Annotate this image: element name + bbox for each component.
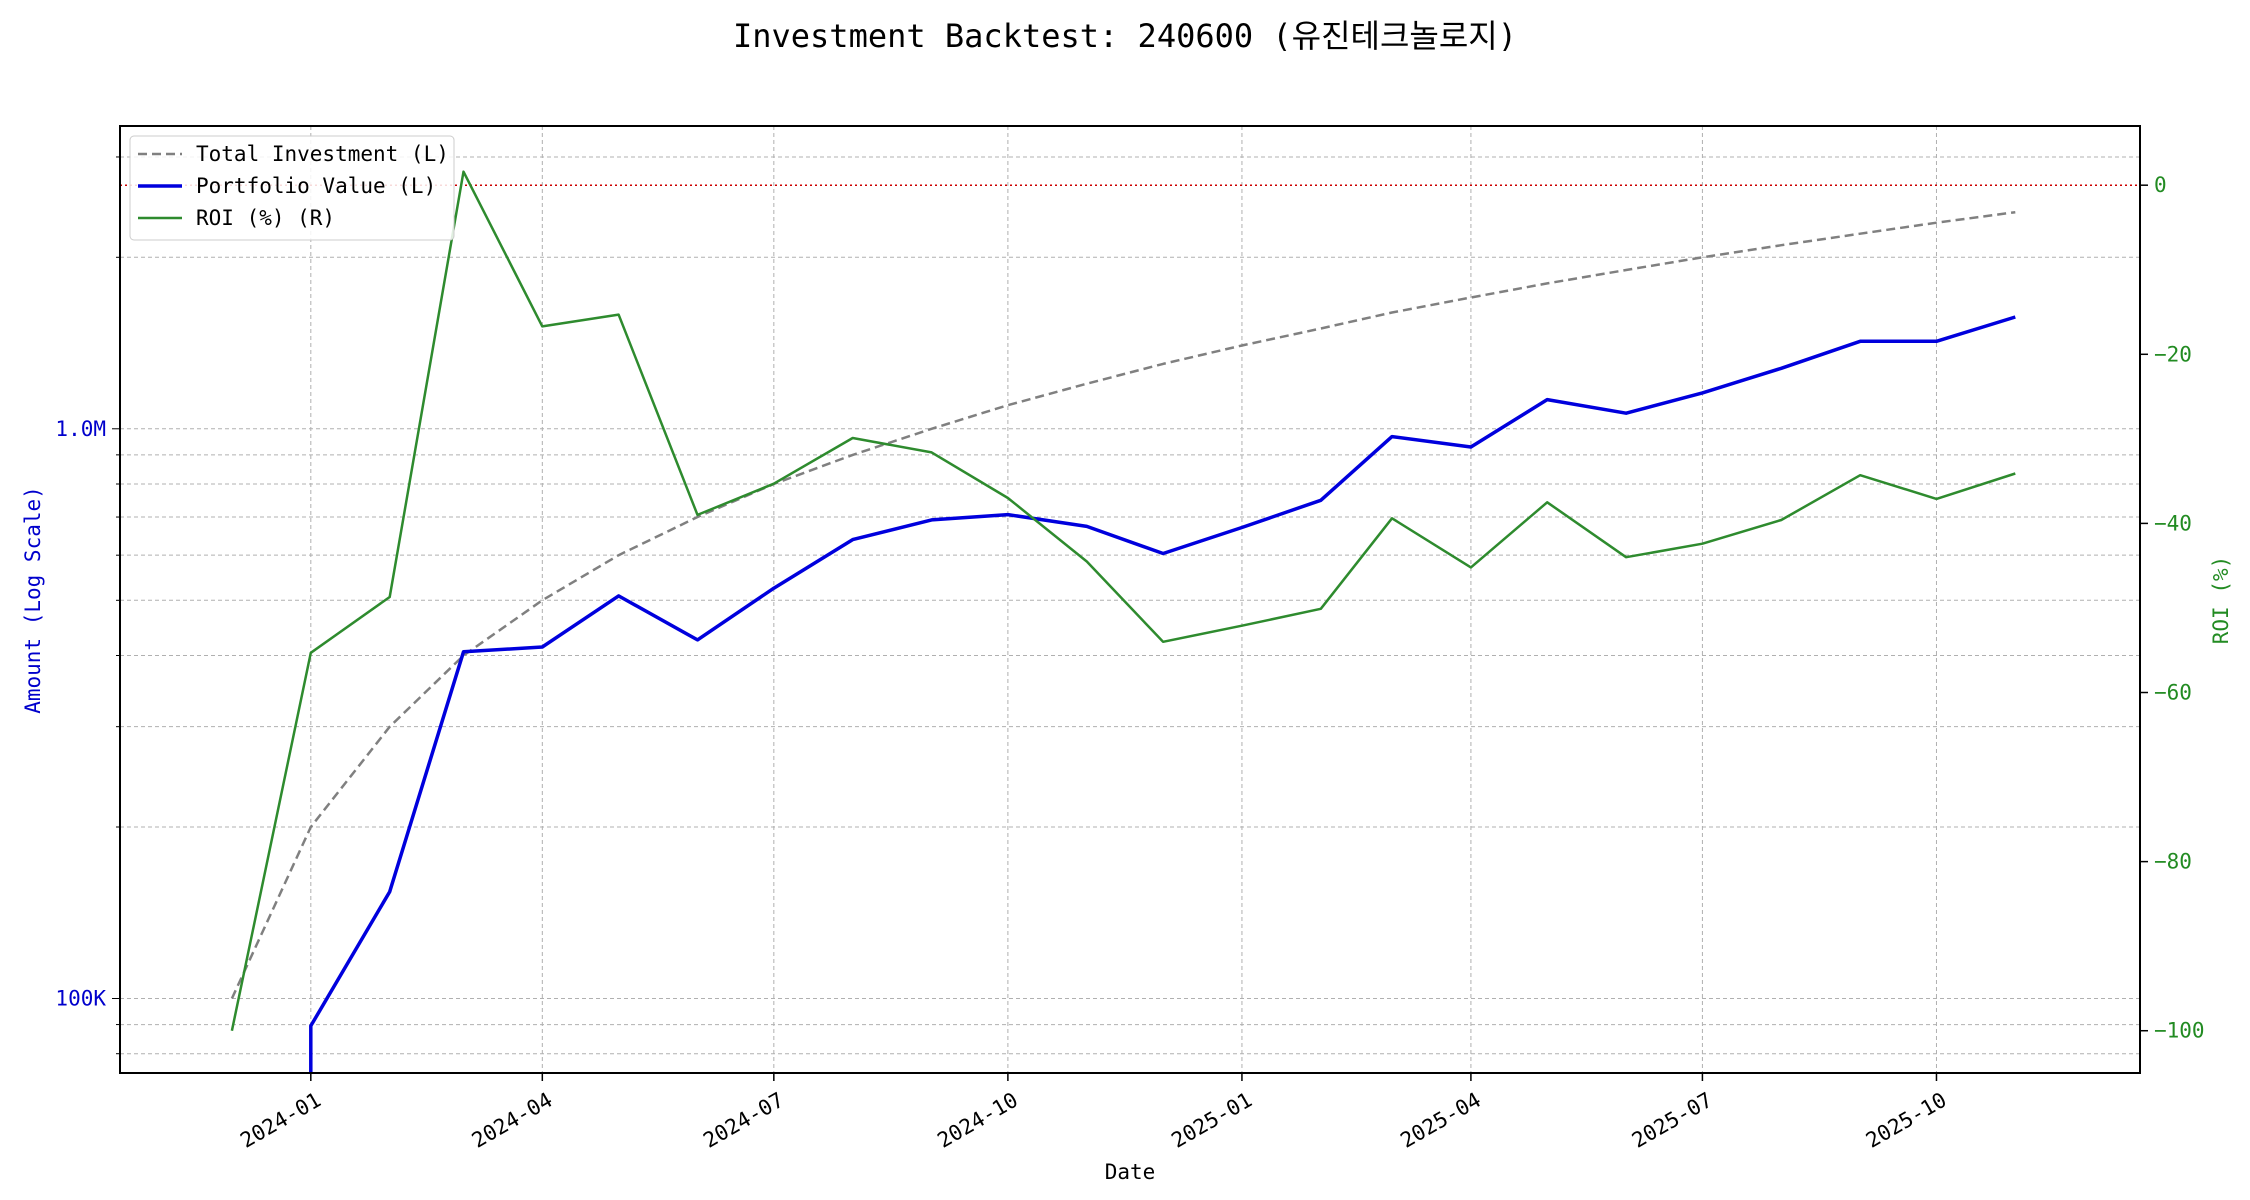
x-tick-label: 2025-04 [1396, 1088, 1485, 1153]
legend: Total Investment (L) Portfolio Value (L) R… [129, 135, 455, 241]
y-right-axis-ticks: 0 −20 −40 −60 −80 −100 [2140, 173, 2205, 1043]
x-tick-label: 2025-10 [1862, 1088, 1951, 1153]
roi-line [230, 170, 2016, 1031]
legend-entry-roi-label: ROI (%) (R) [196, 206, 335, 230]
y-left-tick-label: 100K [55, 986, 106, 1010]
y-right-tick-label: −80 [2154, 850, 2192, 874]
x-tick-label: 2025-01 [1167, 1088, 1256, 1153]
grid [120, 126, 2140, 1073]
plot-area-frame [119, 125, 2141, 1074]
x-tick-label: 2024-07 [699, 1088, 788, 1153]
y-right-tick-label: −60 [2154, 681, 2192, 705]
x-tick-label: 2025-07 [1628, 1088, 1717, 1153]
y-right-tick-label: −20 [2154, 342, 2192, 366]
x-tick-label: 2024-04 [468, 1088, 557, 1153]
x-tick-label: 2024-10 [933, 1088, 1022, 1153]
x-tick-label: 2024-01 [236, 1088, 325, 1153]
total-investment-line [230, 210, 2016, 1000]
legend-entry-portfolio-value-label: Portfolio Value (L) [196, 174, 436, 198]
x-axis-label: Date [1105, 1160, 1156, 1184]
y-left-axis-ticks: 100K 1.0M [55, 156, 120, 1055]
legend-box [129, 135, 455, 241]
y-right-tick-label: 0 [2154, 173, 2167, 197]
y-right-tick-label: −100 [2154, 1019, 2205, 1043]
portfolio-value-line [309, 315, 2016, 1073]
legend-entry-total-investment-label: Total Investment (L) [196, 142, 449, 166]
series-layer [230, 170, 2016, 1073]
y-right-axis-label: ROI (%) [2209, 556, 2233, 645]
y-right-tick-label: −40 [2154, 511, 2192, 535]
y-left-tick-label: 1.0M [55, 417, 106, 441]
chart-title: Investment Backtest: 240600 (유진테크놀로지) [733, 17, 1517, 55]
y-left-axis-label: Amount (Log Scale) [21, 486, 45, 714]
x-axis-ticks: 2024-01 2024-04 2024-07 2024-10 2025-01 2025-… [236, 1073, 1951, 1153]
